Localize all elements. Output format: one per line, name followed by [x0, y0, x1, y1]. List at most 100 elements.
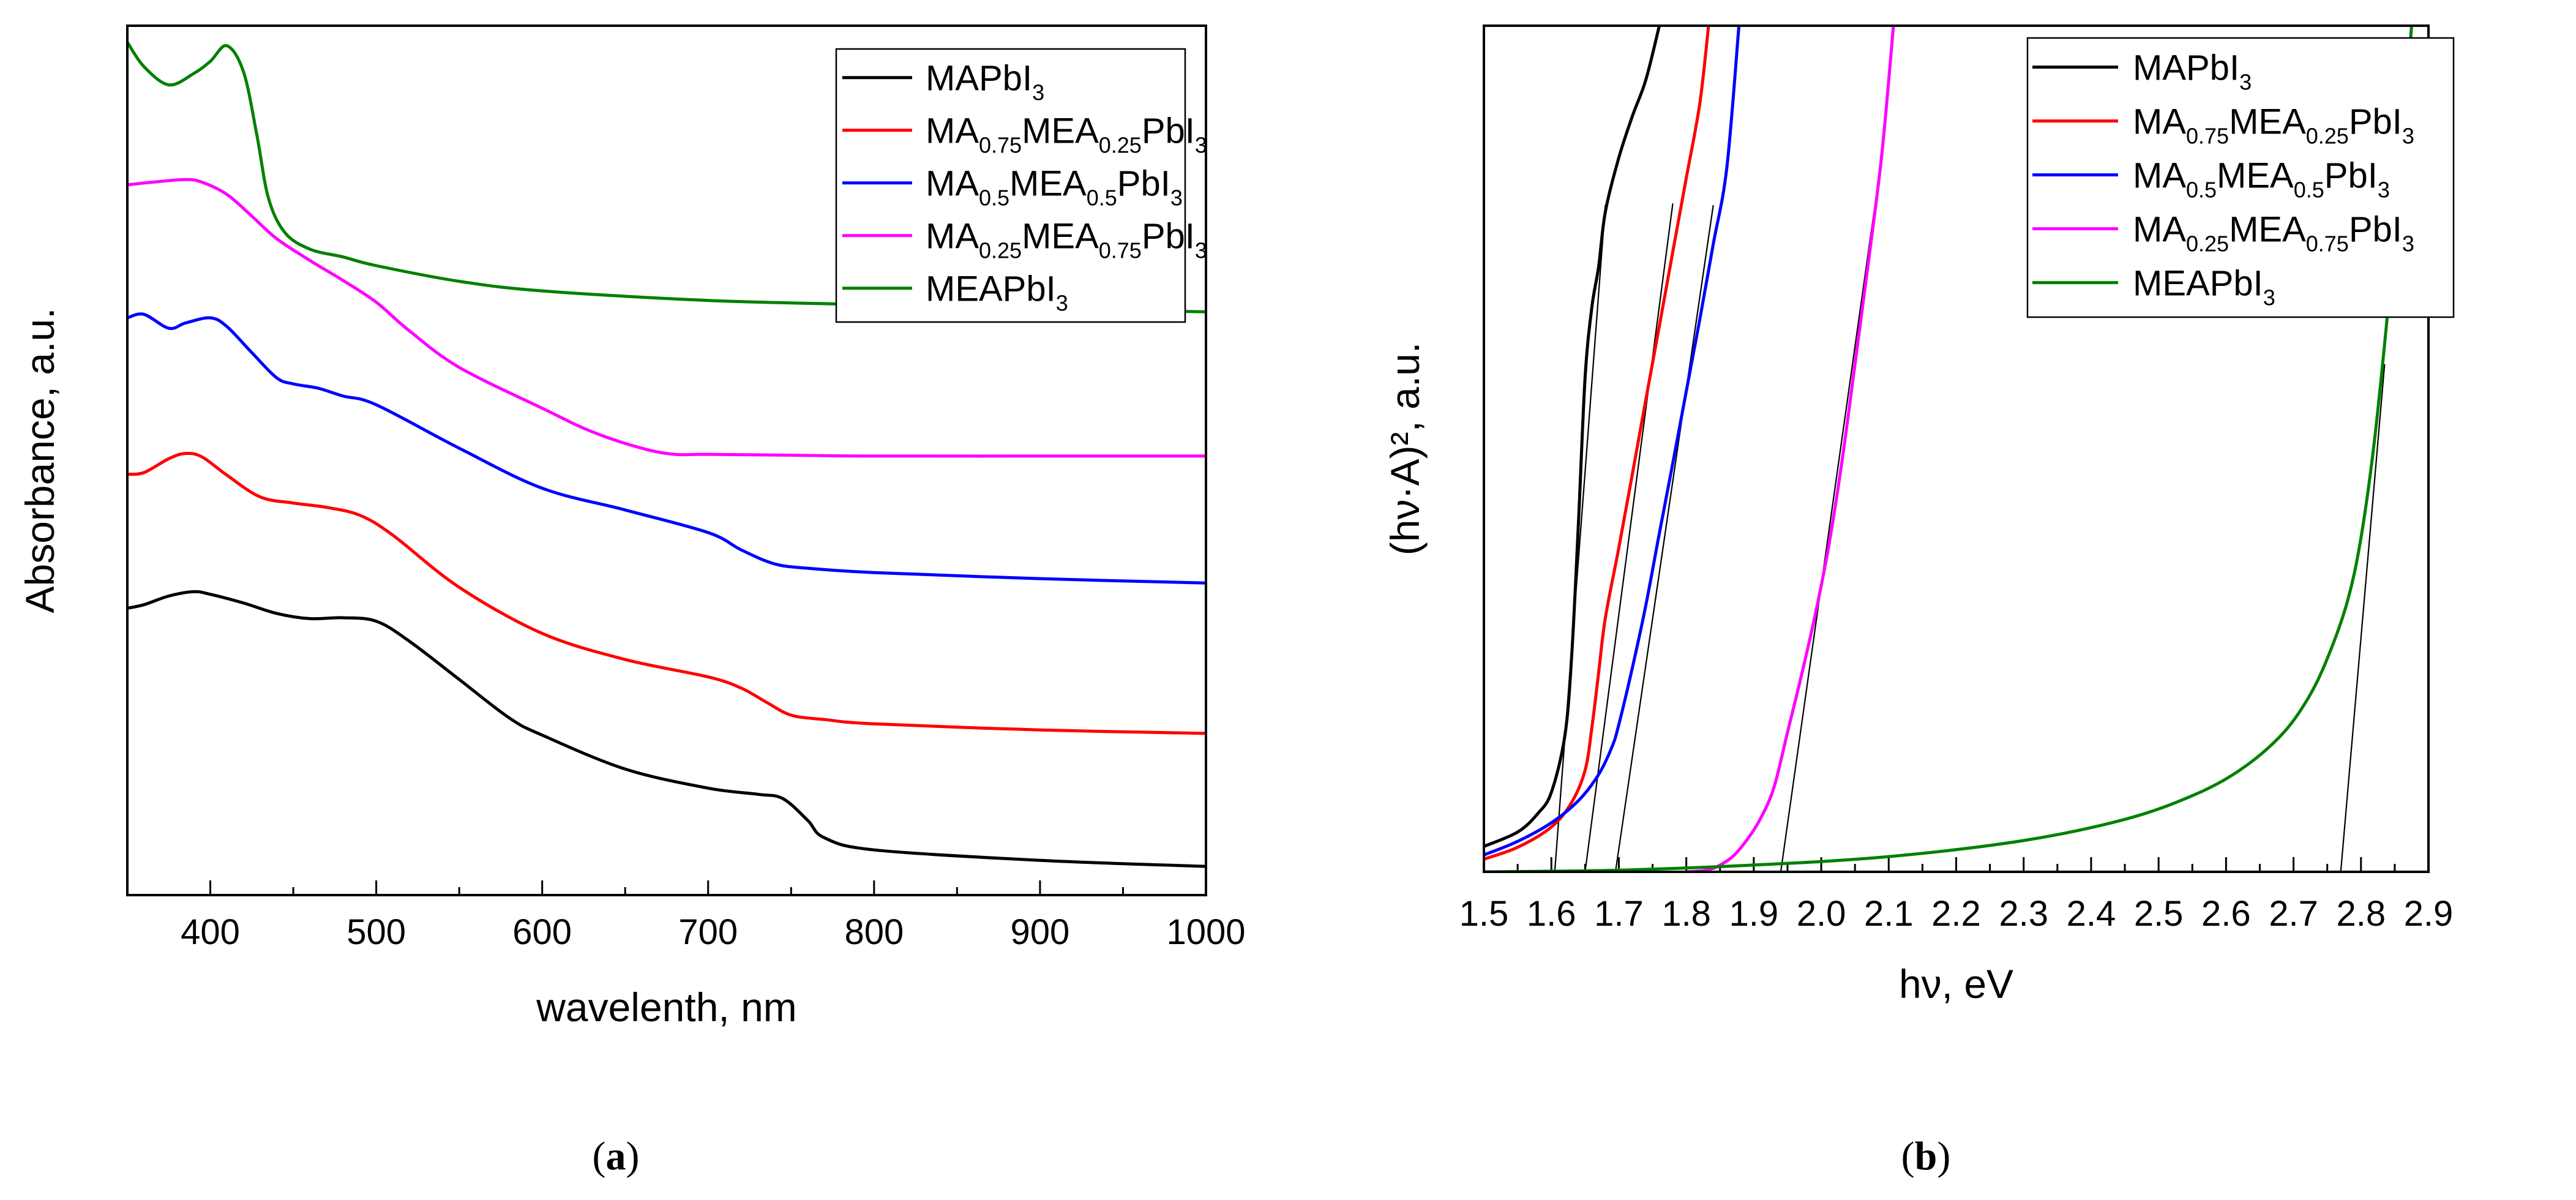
text-run: MEA: [1009, 164, 1087, 204]
text-run: MEA: [1022, 111, 1099, 151]
subscript: 0.75: [2186, 123, 2229, 148]
x-tick-label: 1.8: [1661, 894, 1711, 934]
series-line-MEAPbI3: [1484, 26, 2413, 872]
x-tick-label: 700: [678, 912, 738, 952]
tangent-line-MAPbI3: [1554, 204, 1606, 872]
x-tick-label: 2.9: [2404, 894, 2454, 934]
series-line-MA075: [127, 451, 1206, 735]
subscript: 0.25: [2306, 123, 2349, 148]
series-line-MA025: [1686, 26, 1895, 872]
tangent-line-MA025: [1780, 203, 1876, 872]
subscript: 0.25: [979, 238, 1022, 263]
panel-label-a: (a): [593, 1134, 640, 1179]
series-line-MA05: [1484, 26, 1741, 857]
x-tick-label: 1.6: [1527, 894, 1576, 934]
text-run: MA: [926, 164, 979, 204]
x-tick-label: 1.5: [1459, 894, 1509, 934]
series-line-MA025: [127, 178, 1206, 458]
x-tick-label: 2.6: [2201, 894, 2251, 934]
subscript: 0.75: [1099, 238, 1142, 263]
subscript: 0.5: [2294, 177, 2324, 202]
x-tick-label: 900: [1011, 912, 1070, 952]
subscript: 0.5: [979, 186, 1009, 211]
x-tick-label: 2.2: [1931, 894, 1981, 934]
y-axis-title: (hν·A)², a.u.: [1382, 342, 1428, 555]
legend-label-MEAPbI3: MEAPbI3: [2133, 263, 2275, 310]
text-run: MEA: [2217, 156, 2294, 195]
x-tick-label: 2.7: [2269, 894, 2318, 934]
panel-a-chart: 400 500 600 700 800 900 1000MAPbI3MA0.75MEA0.2…: [17, 24, 1246, 1030]
text-run: MA: [2133, 102, 2186, 141]
text-run: MA: [2133, 156, 2186, 195]
panel-label-b-letter: b: [1915, 1134, 1938, 1179]
plot-frame: [1483, 24, 2430, 873]
subscript: 0.5: [2186, 177, 2217, 202]
x-tick-label: 600: [512, 912, 572, 952]
subscript: 3: [2239, 69, 2252, 94]
text-run: MAPbI: [926, 59, 1032, 99]
tangent-line-MA075: [1584, 203, 1674, 872]
x-tick-label: 2.5: [2134, 894, 2184, 934]
text-run: PbI: [1142, 111, 1195, 151]
text-run: MA: [2133, 209, 2186, 249]
text-run: PbI: [2349, 102, 2402, 141]
text-run: PbI: [2324, 156, 2378, 195]
legend-label-MA075: MA0.75MEA0.25PbI3: [2133, 102, 2414, 148]
text-run: MEAPbI: [2133, 263, 2263, 303]
tangent-line-MA05: [1614, 204, 1714, 872]
y-axis-title: Absorbance, a.u.: [17, 308, 62, 613]
subscript: 3: [2263, 285, 2275, 310]
series-line-MAPbI3: [1484, 26, 1661, 848]
x-axis-title: wavelenth, nm: [536, 984, 797, 1030]
panel-label-a-letter: a: [606, 1134, 626, 1179]
x-tick-label: 2.4: [2067, 894, 2116, 934]
legend-label-MA05: MA0.5MEA0.5PbI3: [926, 164, 1183, 211]
x-tick-label: 1000: [1166, 912, 1245, 952]
text-run: MAPbI: [2133, 48, 2239, 88]
text-run: MEAPbI: [926, 269, 1056, 309]
x-tick-label: 2.1: [1864, 894, 1914, 934]
tangent-line-MEAPbI3: [2340, 364, 2386, 872]
text-run: MEA: [2229, 209, 2306, 249]
text-run: PbI: [2349, 209, 2402, 249]
subscript: 3: [2402, 231, 2414, 256]
series-line-MA075: [1484, 26, 1710, 861]
subscript: 0.75: [2306, 231, 2349, 256]
x-tick-label: 2.8: [2336, 894, 2386, 934]
subscript: 3: [1032, 80, 1044, 105]
panel-b-chart: 1.5 1.6 1.7 1.8 1.9 2.0 2.1 2.2 2.3 2.4 2.5 2.6 2.7 2…: [1382, 24, 2455, 1007]
legend-box: [835, 48, 1186, 323]
legend-label-MAPbI3: MAPbI3: [926, 59, 1044, 105]
subscript: 3: [2378, 177, 2390, 202]
subscript: 3: [1195, 238, 1207, 263]
text-run: MA: [926, 217, 979, 257]
subscript: 0.25: [1099, 133, 1142, 158]
legend-label-MA05: MA0.5MEA0.5PbI3: [2133, 156, 2390, 202]
subscript: 0.25: [2186, 231, 2229, 256]
legend-box: [2026, 37, 2455, 318]
subscript: 3: [1056, 291, 1068, 316]
text-run: PbI: [1117, 164, 1170, 204]
legend-label-MEAPbI3: MEAPbI3: [926, 269, 1068, 316]
legend-label-MA025: MA0.25MEA0.75PbI3: [926, 217, 1207, 263]
text-run: MEA: [1022, 217, 1099, 257]
subscript: 3: [1170, 186, 1183, 211]
legend-label-MAPbI3: MAPbI3: [2133, 48, 2252, 94]
x-tick-label: 2.3: [1999, 894, 2048, 934]
subscript: 3: [2402, 123, 2414, 148]
x-tick-label: 1.7: [1594, 894, 1644, 934]
plot-area: [127, 41, 1206, 868]
panel-label-b: (b): [1901, 1134, 1951, 1179]
x-tick-label: 800: [844, 912, 904, 952]
x-tick-label: 400: [181, 912, 240, 952]
subscript: 0.5: [1087, 186, 1117, 211]
plot-area: [1484, 26, 2413, 872]
x-tick-label: 2.0: [1797, 894, 1846, 934]
legend-label-MA075: MA0.75MEA0.25PbI3: [926, 111, 1207, 158]
text-run: PbI: [1142, 217, 1195, 257]
x-tick-label: 500: [346, 912, 406, 952]
text-run: MA: [926, 111, 979, 151]
subscript: 0.75: [979, 133, 1022, 158]
x-tick-label: 1.9: [1729, 894, 1779, 934]
